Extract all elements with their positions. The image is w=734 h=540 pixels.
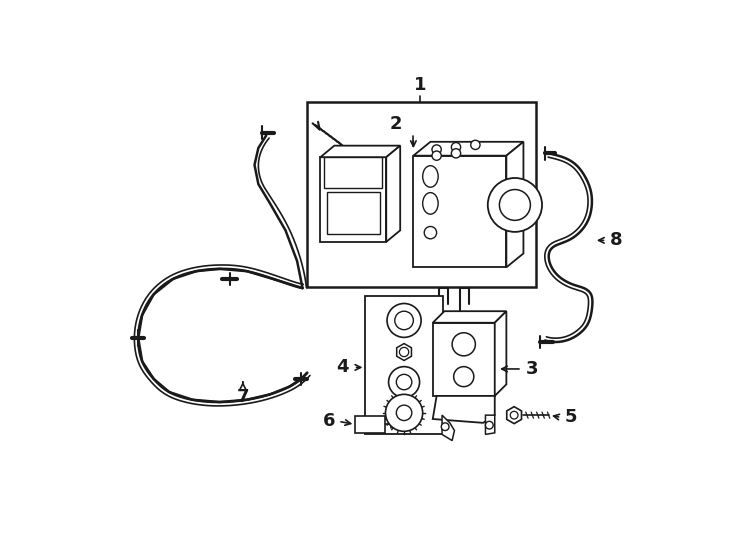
Circle shape (441, 423, 449, 430)
Circle shape (396, 374, 412, 390)
Bar (324, 157, 382, 188)
Circle shape (454, 367, 474, 387)
Bar (413, 156, 506, 267)
Text: 8: 8 (609, 231, 622, 249)
Circle shape (499, 190, 531, 220)
Circle shape (510, 411, 518, 419)
Text: 2: 2 (390, 114, 402, 132)
Polygon shape (442, 415, 454, 441)
Circle shape (452, 333, 476, 356)
Ellipse shape (423, 193, 438, 214)
Polygon shape (413, 142, 523, 156)
Polygon shape (433, 323, 495, 396)
Circle shape (485, 421, 493, 429)
Polygon shape (495, 311, 506, 396)
Circle shape (432, 151, 441, 160)
Polygon shape (485, 415, 495, 434)
Ellipse shape (423, 166, 438, 187)
Text: 1: 1 (414, 76, 426, 94)
Bar (366, 296, 443, 434)
Polygon shape (396, 343, 412, 361)
Polygon shape (506, 407, 522, 423)
Circle shape (399, 347, 409, 356)
Circle shape (424, 226, 437, 239)
Circle shape (385, 394, 423, 431)
Circle shape (451, 143, 461, 152)
Circle shape (451, 148, 461, 158)
Text: 6: 6 (323, 413, 335, 430)
Circle shape (488, 178, 542, 232)
Bar (327, 192, 380, 234)
Circle shape (395, 311, 413, 330)
Text: 7: 7 (236, 388, 249, 406)
Polygon shape (386, 146, 400, 242)
Text: 4: 4 (337, 359, 349, 376)
Circle shape (470, 140, 480, 150)
Polygon shape (320, 146, 400, 157)
Circle shape (387, 303, 421, 338)
Polygon shape (506, 142, 523, 267)
Polygon shape (433, 396, 495, 423)
Text: 5: 5 (564, 408, 577, 427)
Polygon shape (433, 311, 506, 323)
Circle shape (396, 405, 412, 421)
Circle shape (388, 367, 420, 397)
Bar (320, 157, 386, 242)
Bar (355, 416, 385, 433)
Bar (308, 102, 536, 287)
Text: 3: 3 (526, 360, 538, 378)
Circle shape (432, 145, 441, 154)
